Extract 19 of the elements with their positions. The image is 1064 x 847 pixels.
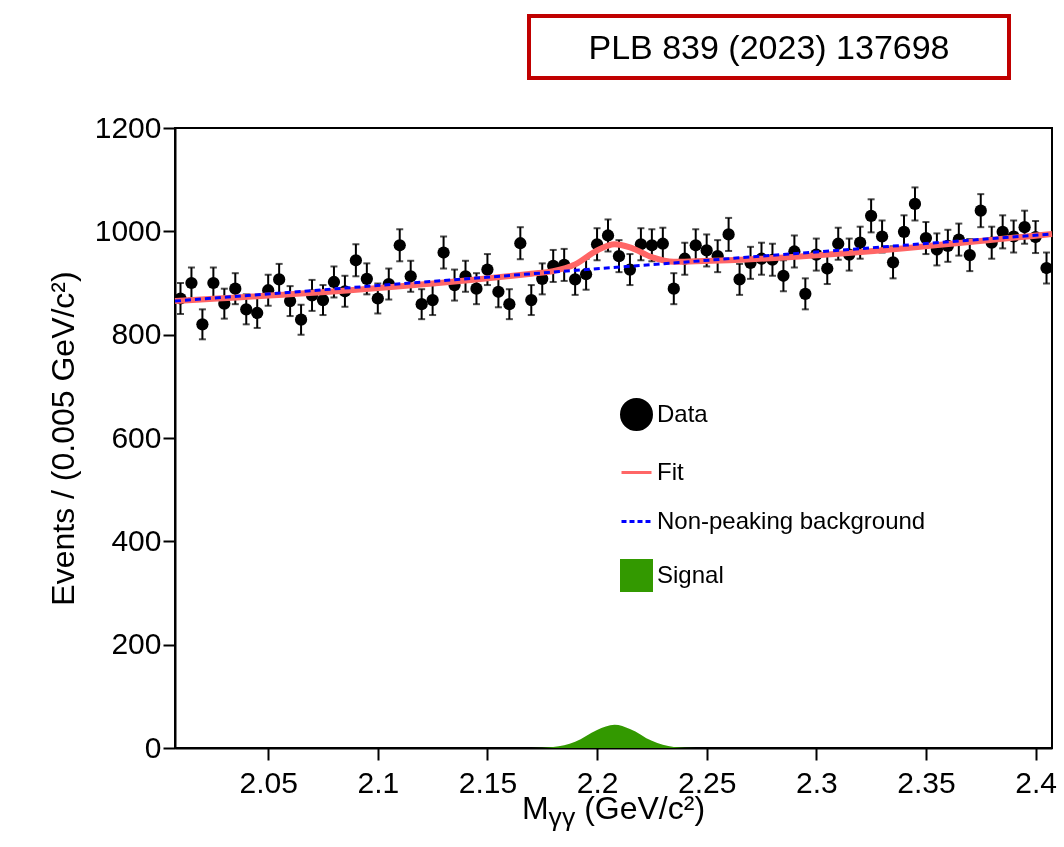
y-tick-label: 400 xyxy=(111,523,162,557)
y-tick-label: 600 xyxy=(111,420,162,454)
y-tick-label: 800 xyxy=(111,317,162,351)
y-axis-title: Events / (0.005 GeV/c²) xyxy=(44,271,81,606)
legend-label: Fit xyxy=(657,457,684,485)
x-tick-label: 2.35 xyxy=(897,765,956,799)
legend-label: Signal xyxy=(657,560,724,588)
x-tick-label: 2.05 xyxy=(239,765,298,799)
legend-label: Non-peaking background xyxy=(657,506,926,534)
x-tick-label: 2.3 xyxy=(795,765,838,799)
y-tick-label: 1200 xyxy=(94,110,162,144)
x-tick-label: 2.15 xyxy=(458,765,518,799)
x-tick-label: 2.1 xyxy=(357,765,400,799)
y-tick-label: 200 xyxy=(111,627,162,661)
text: PLB 839 (2023) 137698 xyxy=(527,14,1011,80)
y-tick-label: 1000 xyxy=(94,213,162,247)
legend-label: Data xyxy=(657,399,709,427)
x-tick-label: 2.4 xyxy=(1015,765,1057,799)
y-tick-label: 0 xyxy=(144,730,162,764)
